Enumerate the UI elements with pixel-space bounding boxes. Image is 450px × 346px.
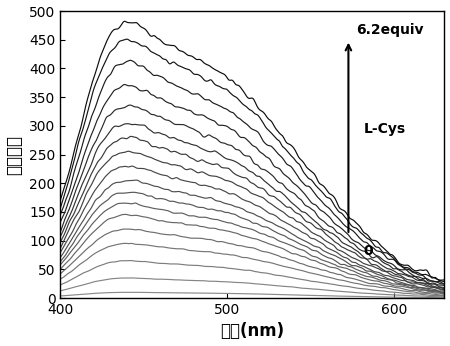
Text: 0: 0 <box>364 244 374 257</box>
Y-axis label: 荧光强度: 荧光强度 <box>5 135 23 174</box>
Text: 6.2equiv: 6.2equiv <box>356 23 423 37</box>
X-axis label: 波长(nm): 波长(nm) <box>220 322 284 340</box>
Text: L-Cys: L-Cys <box>364 122 406 136</box>
